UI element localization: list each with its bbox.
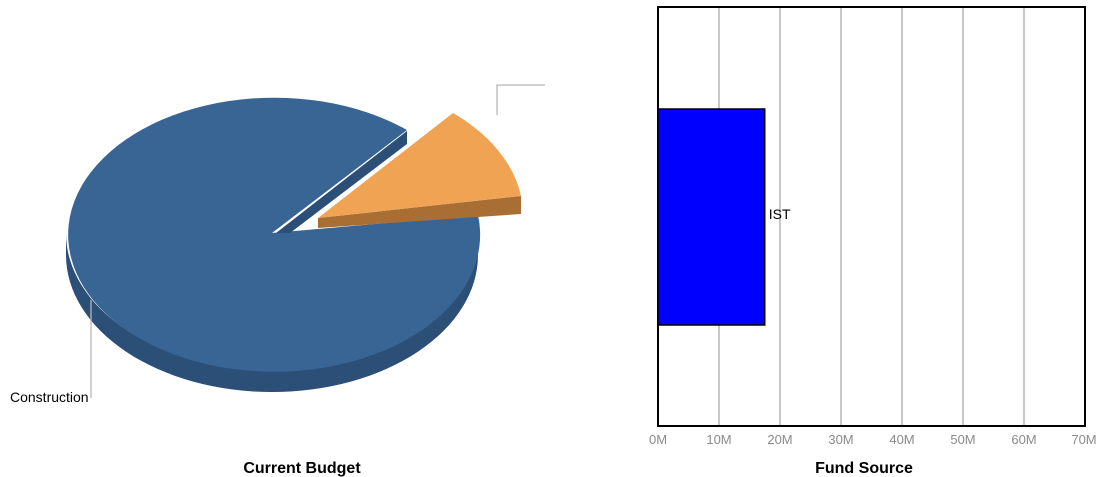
- x-axis-ticks: 0M 10M 20M 30M 40M 50M 60M 70M: [649, 432, 1097, 447]
- pie-label-construction: Construction: [10, 389, 89, 405]
- leader-line-design: [496, 84, 545, 115]
- pie-chart: Construction Current Budget: [10, 84, 545, 477]
- pie-chart-title: Current Budget: [243, 460, 361, 477]
- x-tick-label: 40M: [889, 432, 914, 447]
- bar-label-ist: IST: [769, 206, 791, 222]
- x-tick-label: 30M: [828, 432, 853, 447]
- x-tick-label: 50M: [950, 432, 975, 447]
- pie-slice-design[interactable]: [318, 113, 521, 218]
- x-tick-label: 70M: [1071, 432, 1096, 447]
- pie-slice-construction[interactable]: [68, 97, 481, 372]
- pie-slice-design-side: [318, 196, 521, 228]
- bar-chart: IST 0M 10M 20M 30M 40M 50M 60M 70M Fund Source: [649, 6, 1097, 477]
- pie-slice-construction-edge: [276, 131, 407, 233]
- bar-chart-title: Fund Source: [815, 460, 913, 477]
- x-tick-label: 10M: [706, 432, 731, 447]
- x-tick-label: 20M: [767, 432, 792, 447]
- x-tick-label: 0M: [649, 432, 667, 447]
- bar-ist[interactable]: [657, 108, 766, 326]
- x-tick-label: 60M: [1011, 432, 1036, 447]
